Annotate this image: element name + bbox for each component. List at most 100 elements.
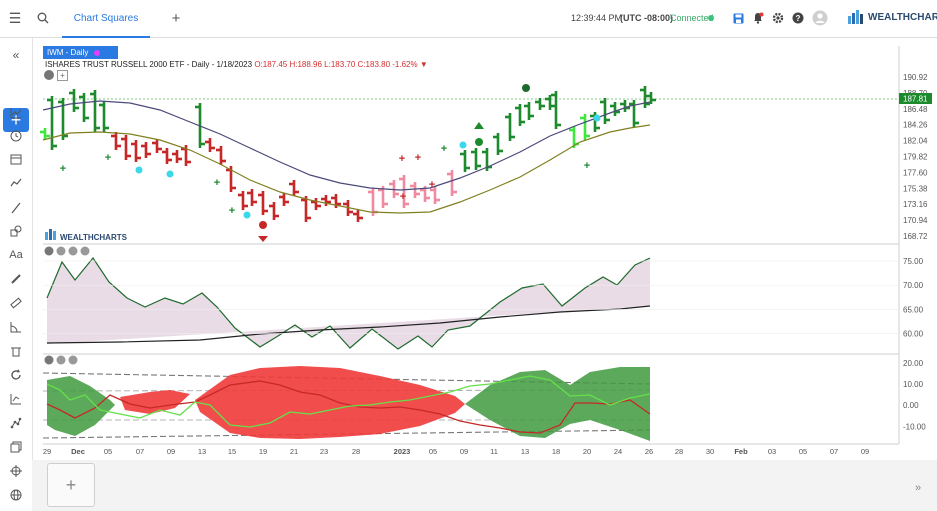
time-tick-label: 20 — [583, 447, 591, 456]
price-bar — [545, 95, 555, 110]
clock-time: 12:39:44 PM — [571, 13, 623, 23]
price-bar — [535, 98, 545, 110]
price-bar — [471, 148, 481, 170]
help-icon[interactable]: ? — [789, 9, 807, 27]
price-bar — [172, 150, 182, 163]
time-tick-label: 09 — [167, 447, 175, 456]
time-tick-label: 28 — [352, 447, 360, 456]
buy-plus-marker: + — [105, 152, 111, 164]
brand-name: WEALTHCHARTS — [868, 11, 937, 23]
price-tick-label: 175.38 — [903, 184, 928, 193]
left-toolbar: « + Aa — [0, 38, 33, 511]
oscillator-1-controls[interactable] — [44, 246, 90, 256]
text-icon[interactable]: Aa — [9, 249, 23, 261]
time-tick-label: 18 — [552, 447, 560, 456]
price-tick-label: 186.48 — [903, 105, 928, 114]
shapes-icon[interactable] — [6, 222, 26, 240]
collapse-icon[interactable]: « — [12, 48, 20, 62]
globe-icon[interactable] — [6, 486, 26, 504]
panel-add-icon[interactable]: + — [57, 70, 68, 81]
bottom-panel — [32, 460, 937, 511]
calendar-icon[interactable] — [6, 150, 26, 168]
low-value: L:183.70 — [324, 60, 356, 69]
price-bar — [321, 195, 331, 206]
nodes-icon[interactable] — [6, 414, 26, 432]
price-bar — [279, 193, 289, 206]
tab-label: Chart Squares — [73, 12, 139, 24]
oscillator-1-line — [46, 256, 651, 350]
time-tick-label: 13 — [521, 447, 529, 456]
measure-icon[interactable] — [6, 318, 26, 336]
crosshair-icon[interactable] — [6, 462, 26, 480]
plus-icon[interactable]: + — [171, 9, 181, 27]
price-tick-label: 170.94 — [903, 216, 928, 225]
price-bar — [121, 135, 131, 160]
oscillator-2-tick-label: -10.00 — [903, 422, 926, 431]
time-tick-label: 09 — [861, 447, 869, 456]
moving-average-slow — [42, 100, 651, 191]
price-bar — [205, 138, 215, 152]
price-bar — [216, 146, 226, 165]
pencil-icon[interactable] — [6, 270, 26, 288]
price-bar — [580, 114, 590, 140]
price-panel — [43, 46, 899, 244]
indicator-icon[interactable] — [6, 104, 26, 122]
chart-canvas[interactable]: ++++++++++ WEALTHCHARTS 190.92188.70186.… — [0, 0, 937, 460]
price-bar — [600, 98, 610, 124]
time-tick-label: 23 — [320, 447, 328, 456]
search-icon[interactable] — [34, 9, 52, 27]
bell-icon[interactable] — [749, 9, 767, 27]
trend-icon[interactable] — [6, 174, 26, 192]
user-icon[interactable] — [811, 9, 829, 27]
price-bar — [640, 86, 650, 108]
price-bar — [131, 140, 141, 162]
price-bar — [258, 191, 268, 215]
time-tick-label: 11 — [490, 447, 498, 456]
add-icon[interactable]: + — [3, 108, 29, 132]
timezone-label: (UTC -08:00) — [620, 13, 674, 23]
time-tick-label: 05 — [799, 447, 807, 456]
oscillator-2-controls[interactable] — [44, 355, 78, 365]
refresh-icon[interactable] — [6, 366, 26, 384]
time-tick-label: 2023 — [394, 447, 411, 456]
cyan-dot-marker — [135, 166, 143, 174]
price-bar — [269, 202, 279, 220]
oscillator-2-red-area — [120, 366, 465, 439]
watermark-text: WEALTHCHARTS — [60, 233, 128, 242]
tab-chart-squares[interactable]: Chart Squares — [62, 0, 150, 38]
chart-icon[interactable] — [6, 390, 26, 408]
gear-icon[interactable] — [769, 9, 787, 27]
symbol-badge[interactable]: IWM - Daily — [43, 46, 118, 59]
oscillator-2-tick-label: 0.00 — [903, 401, 919, 410]
time-tick-label: 07 — [136, 447, 144, 456]
time-axis: 29 Dec 05 07 09 13 15 19 21 23 28 2023 05 09 11 13 18 20 2… — [43, 447, 869, 456]
line-icon[interactable] — [6, 199, 26, 217]
price-bar — [551, 91, 561, 129]
connection-status: Connected — [670, 13, 714, 23]
price-tick-label: 168.72 — [903, 232, 928, 241]
oscillator-2-axis: 20.00 10.00 0.00 -10.00 — [903, 359, 926, 431]
oscillator-2-green-line — [46, 375, 651, 428]
sell-plus-marker: + — [400, 191, 406, 203]
clock-icon[interactable] — [6, 127, 26, 145]
save-icon[interactable] — [729, 9, 747, 27]
time-tick-label: 24 — [614, 447, 622, 456]
symbol-name: ISHARES TRUST RUSSELL 2000 ETF — [45, 60, 185, 69]
time-tick-label: 21 — [290, 447, 298, 456]
expand-icon[interactable]: » — [915, 482, 922, 494]
price-bar — [69, 89, 79, 112]
last-price-label: 187.81 — [903, 95, 928, 104]
buy-arrow-icon — [474, 122, 484, 129]
add-chart-button[interactable]: + — [47, 463, 95, 507]
price-bar — [353, 210, 363, 222]
trash-icon[interactable] — [6, 342, 26, 360]
price-bar — [311, 198, 321, 210]
time-tick-label: Feb — [734, 447, 748, 456]
price-bar — [646, 92, 656, 104]
panel-settings-icon[interactable] — [44, 70, 54, 80]
cyan-dot-marker — [593, 114, 601, 122]
menu-icon[interactable]: ☰ — [8, 9, 22, 26]
ruler-icon[interactable] — [6, 294, 26, 312]
price-bar — [505, 113, 515, 141]
layers-icon[interactable] — [6, 438, 26, 456]
